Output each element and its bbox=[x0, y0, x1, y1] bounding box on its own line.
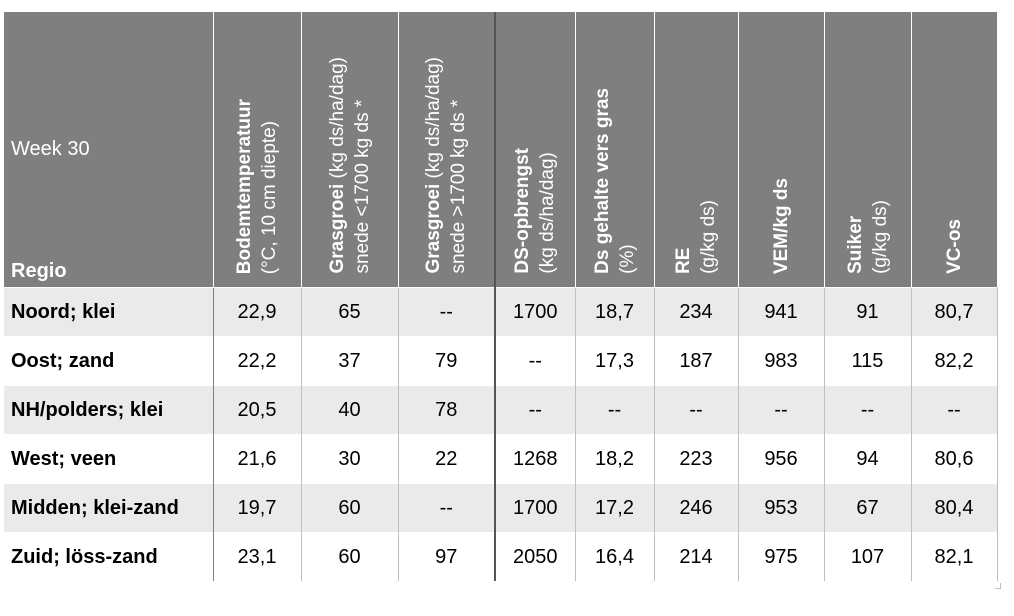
value-cell: 17,3 bbox=[575, 336, 655, 386]
col-header-bold: Bodemtemperatuur bbox=[234, 98, 255, 274]
col-header-bold: Grasgroei bbox=[326, 184, 348, 274]
value-cell: 1700 bbox=[494, 287, 576, 337]
value-cell: 983 bbox=[738, 336, 825, 386]
col-header-ds-gehalte: Ds gehalte vers gras (%) bbox=[575, 12, 655, 288]
value-cell: 60 bbox=[301, 532, 399, 581]
value-cell: 16,4 bbox=[575, 532, 655, 581]
value-cell: 107 bbox=[824, 532, 912, 581]
col-header-bold: Ds gehalte vers gras bbox=[591, 88, 613, 274]
value-cell: 223 bbox=[654, 434, 739, 484]
value-cell: 2050 bbox=[494, 532, 576, 581]
value-cell: 20,5 bbox=[213, 385, 302, 435]
col-header-suiker: Suiker (g/kg ds) bbox=[824, 12, 912, 288]
header-row: Week 30 Regio Bodemtemperatuur (°C, 10 cm… bbox=[4, 12, 997, 288]
col-header-ds-opbrengst: DS-opbrengst (kg ds/ha/dag) bbox=[494, 12, 576, 288]
col-header-re: RE (g/kg ds) bbox=[654, 12, 739, 288]
value-cell: 37 bbox=[301, 336, 399, 386]
col-header-bold: Suiker bbox=[844, 215, 866, 274]
value-cell: -- bbox=[824, 385, 912, 435]
value-cell: 18,2 bbox=[575, 434, 655, 484]
region-cell: West; veen bbox=[4, 434, 214, 484]
value-cell: 19,7 bbox=[213, 483, 302, 533]
value-cell: 22,2 bbox=[213, 336, 302, 386]
value-cell: 115 bbox=[824, 336, 912, 386]
value-cell: 67 bbox=[824, 483, 912, 533]
region-cell: Noord; klei bbox=[4, 287, 214, 337]
value-cell: 80,7 bbox=[911, 287, 998, 337]
col-header-unit: (g/kg ds) bbox=[869, 200, 891, 274]
value-cell: 23,1 bbox=[213, 532, 302, 581]
region-cell: Oost; zand bbox=[4, 336, 214, 386]
week-label: Week 30 bbox=[11, 138, 90, 160]
value-cell: -- bbox=[738, 385, 825, 435]
col-header-bold: RE bbox=[673, 247, 694, 274]
value-cell: -- bbox=[494, 336, 576, 386]
value-cell: 1700 bbox=[494, 483, 576, 533]
region-cell: Midden; klei-zand bbox=[4, 483, 214, 533]
col-header-unit: (kg ds/ha/dag) bbox=[326, 57, 348, 185]
region-cell: Zuid; löss-zand bbox=[4, 532, 214, 581]
table-row: West; veen 21,6 30 22 1268 18,2 223 956 … bbox=[4, 434, 998, 484]
value-cell: 94 bbox=[824, 434, 912, 484]
col-header-bold: DS-opbrengst bbox=[512, 148, 534, 274]
col-header-grasgroei-lt1700: Grasgroei (kg ds/ha/dag) snede <1700 kg d… bbox=[301, 12, 399, 288]
value-cell: 65 bbox=[301, 287, 399, 337]
value-cell: 246 bbox=[654, 483, 739, 533]
region-cell: NH/polders; klei bbox=[4, 385, 214, 435]
value-cell: 953 bbox=[738, 483, 825, 533]
value-cell: 22 bbox=[398, 434, 496, 484]
value-cell: 79 bbox=[398, 336, 496, 386]
value-cell: 234 bbox=[654, 287, 739, 337]
col-header-vc-os: VC-os bbox=[911, 12, 997, 288]
value-cell: 956 bbox=[738, 434, 825, 484]
col-header-unit: (kg ds/ha/dag) bbox=[537, 152, 559, 274]
col-header-unit: (°C, 10 cm diepte) bbox=[259, 120, 280, 274]
header-corner-cell: Week 30 Regio bbox=[4, 12, 214, 288]
value-cell: 40 bbox=[301, 385, 399, 435]
value-cell: 975 bbox=[738, 532, 825, 581]
value-cell: 30 bbox=[301, 434, 399, 484]
value-cell: 78 bbox=[398, 385, 496, 435]
value-cell: 1268 bbox=[494, 434, 576, 484]
value-cell: 80,4 bbox=[911, 483, 998, 533]
grass-data-table: Week 30 Regio Bodemtemperatuur (°C, 10 cm… bbox=[4, 12, 998, 581]
col-header-bodemtemperatuur: Bodemtemperatuur (°C, 10 cm diepte) bbox=[213, 12, 302, 288]
table-row: NH/polders; klei 20,5 40 78 -- -- -- -- … bbox=[4, 385, 998, 435]
value-cell: 18,7 bbox=[575, 287, 655, 337]
value-cell: 214 bbox=[654, 532, 739, 581]
col-header-line2: snede >1700 kg ds * bbox=[448, 100, 470, 274]
value-cell: 22,9 bbox=[213, 287, 302, 337]
table-row: Midden; klei-zand 19,7 60 -- 1700 17,2 2… bbox=[4, 483, 998, 533]
table-row: Noord; klei 22,9 65 -- 1700 18,7 234 941… bbox=[4, 287, 998, 337]
value-cell: -- bbox=[654, 385, 739, 435]
value-cell: 941 bbox=[738, 287, 825, 337]
value-cell: -- bbox=[398, 287, 496, 337]
value-cell: 82,1 bbox=[911, 532, 998, 581]
value-cell: 80,6 bbox=[911, 434, 998, 484]
col-header-grasgroei-gt1700: Grasgroei (kg ds/ha/dag) snede >1700 kg d… bbox=[398, 12, 496, 288]
resize-handle-mark bbox=[995, 583, 1001, 589]
col-header-unit: (kg ds/ha/dag) bbox=[423, 57, 445, 185]
value-cell: 187 bbox=[654, 336, 739, 386]
value-cell: -- bbox=[575, 385, 655, 435]
value-cell: 97 bbox=[398, 532, 496, 581]
value-cell: -- bbox=[494, 385, 576, 435]
col-header-bold: VC-os bbox=[943, 219, 965, 274]
table-row: Zuid; löss-zand 23,1 60 97 2050 16,4 214… bbox=[4, 532, 998, 581]
value-cell: 82,2 bbox=[911, 336, 998, 386]
col-header-unit: (%) bbox=[616, 244, 638, 274]
value-cell: 91 bbox=[824, 287, 912, 337]
col-header-unit: (g/kg ds) bbox=[698, 200, 719, 274]
value-cell: 60 bbox=[301, 483, 399, 533]
col-header-line2: snede <1700 kg ds * bbox=[351, 100, 373, 274]
table-row: Oost; zand 22,2 37 79 -- 17,3 187 983 11… bbox=[4, 336, 998, 386]
value-cell: 17,2 bbox=[575, 483, 655, 533]
value-cell: 21,6 bbox=[213, 434, 302, 484]
value-cell: -- bbox=[398, 483, 496, 533]
col-header-vem: VEM/kg ds bbox=[738, 12, 825, 288]
regio-label: Regio bbox=[11, 260, 67, 282]
col-header-bold: VEM/kg ds bbox=[770, 177, 792, 274]
value-cell: -- bbox=[911, 385, 998, 435]
col-header-bold: Grasgroei bbox=[423, 184, 445, 274]
